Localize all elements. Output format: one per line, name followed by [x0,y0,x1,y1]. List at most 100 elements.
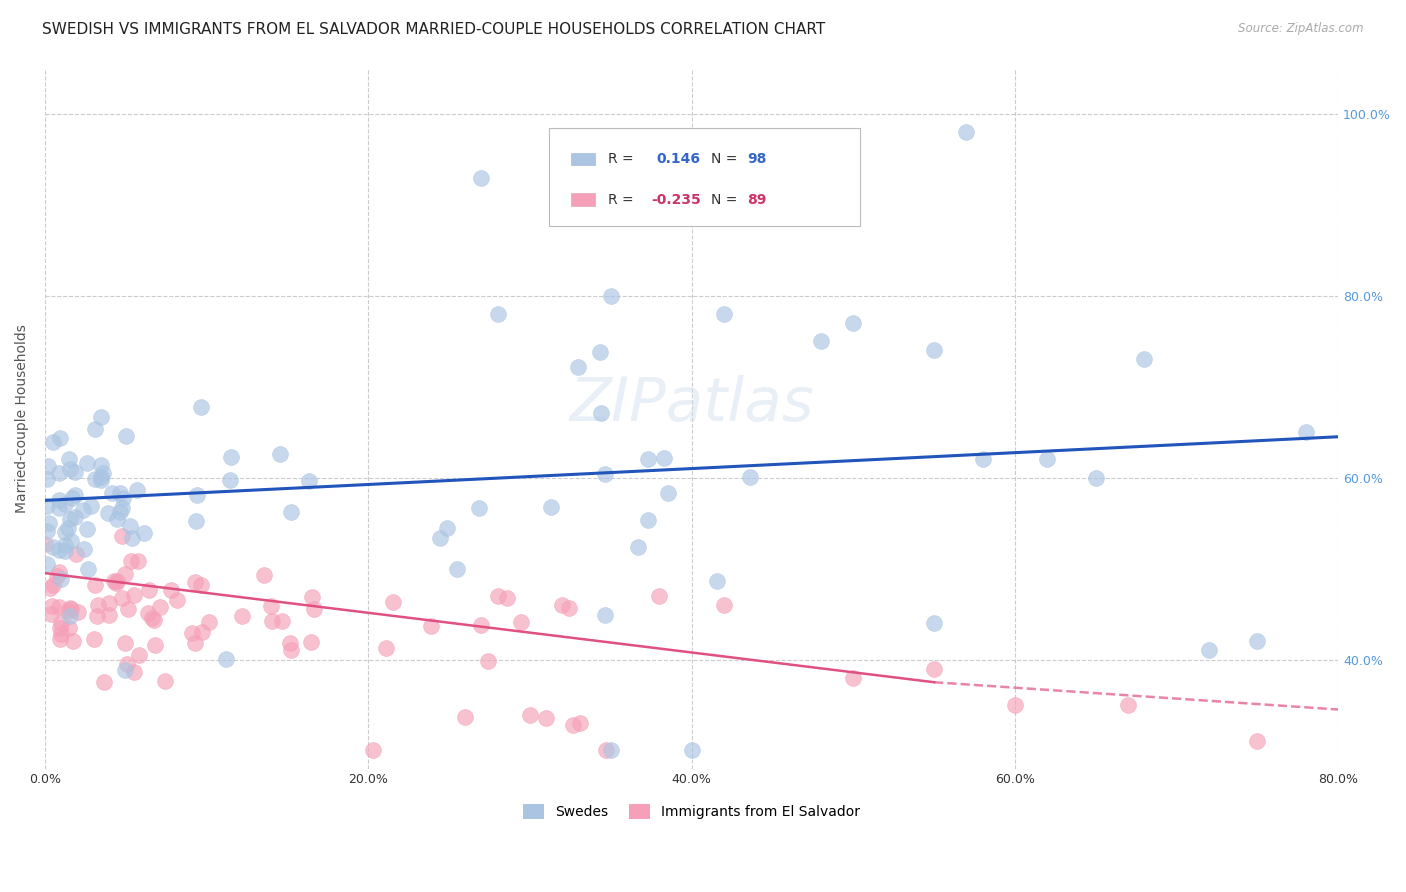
Point [48,565,70,579]
Point [53,544,76,558]
Point [260,599,283,613]
Point [42,540,65,554]
Point [59,609,82,624]
Point [90,458,112,472]
Point [509,615,531,629]
FancyBboxPatch shape [571,194,595,206]
Point [111,591,134,605]
Point [429,532,451,546]
Point [93,675,115,690]
Point [184,636,207,650]
Point [181,626,204,640]
Point [111,491,134,506]
Point [120,554,142,568]
Point [1133,352,1156,367]
Point [48,500,70,515]
Point [110,500,132,515]
Point [114,635,136,649]
Point [49,615,72,630]
Point [278,636,301,650]
Point [60,534,83,549]
Point [84,422,107,436]
Point [593,467,616,482]
Point [166,592,188,607]
Text: 89: 89 [747,193,766,207]
Point [55,538,77,552]
Point [567,360,589,375]
Text: -0.235: -0.235 [651,193,702,207]
Point [149,599,172,614]
Point [45,569,67,583]
Point [280,505,302,519]
Point [35,472,58,486]
Point [713,307,735,321]
Point [42,435,65,450]
Point [83,578,105,592]
Point [49,622,72,636]
Point [589,345,612,359]
Point [117,657,139,672]
Point [101,486,124,500]
Point [637,452,659,467]
Point [76,522,98,536]
Point [48,600,70,615]
Point [37,524,59,539]
Point [191,625,214,640]
Point [589,406,612,420]
Point [470,170,492,185]
Point [569,715,592,730]
Point [60,491,83,505]
Point [97,506,120,520]
Point [77,561,100,575]
Point [65,547,87,561]
Point [470,618,492,632]
Point [198,615,221,629]
Point [117,602,139,616]
Point [302,601,325,615]
Point [231,608,253,623]
Point [114,566,136,581]
Point [1246,734,1268,748]
Point [143,638,166,652]
Text: ZIPatlas: ZIPatlas [569,375,814,434]
Point [114,429,136,443]
Point [51,572,73,586]
Point [72,503,94,517]
Point [63,465,86,479]
FancyBboxPatch shape [550,128,859,226]
Point [114,663,136,677]
Point [706,574,728,588]
Point [111,529,134,543]
Point [420,618,443,632]
Point [562,718,585,732]
Point [59,512,82,526]
Point [1295,425,1317,440]
Point [105,576,128,591]
Point [132,526,155,541]
Point [1004,698,1026,712]
Point [1116,698,1139,712]
Point [1084,470,1107,484]
Text: R =: R = [607,193,637,207]
Point [105,511,128,525]
Point [120,519,142,533]
Point [215,651,238,665]
Text: 0.146: 0.146 [657,152,700,166]
Point [48,493,70,508]
Point [540,500,562,514]
Point [681,743,703,757]
Point [35,557,58,571]
Point [280,643,302,657]
Point [468,501,491,516]
Point [60,601,83,615]
Point [49,431,72,445]
Text: R =: R = [607,152,643,166]
Text: 98: 98 [747,152,766,166]
Point [39,607,62,621]
Point [299,635,322,649]
Point [271,615,294,629]
Point [91,466,114,480]
Point [190,400,212,414]
Point [53,497,76,511]
Point [842,671,865,685]
